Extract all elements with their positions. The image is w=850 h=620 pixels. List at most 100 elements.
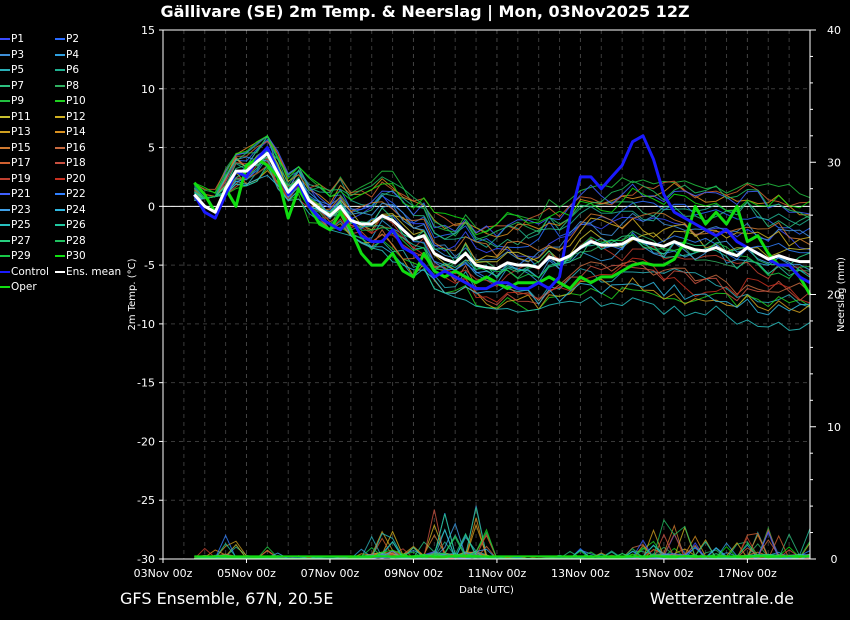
legend-label: P27 [11, 234, 31, 247]
legend-label: P29 [11, 250, 31, 262]
x-axis-label: Date (UTC) [459, 585, 514, 596]
legend-swatch [0, 224, 10, 226]
legend-label: P30 [66, 250, 86, 262]
legend-swatch [55, 100, 65, 102]
legend-item-p14: P14 [55, 126, 86, 139]
legend-swatch [55, 162, 65, 164]
member-precip-p14 [194, 517, 811, 560]
legend-label: P21 [11, 188, 31, 200]
legend-label: P15 [11, 141, 31, 154]
legend-item-p5: P5 [0, 64, 24, 77]
legend-item-p28: P28 [55, 235, 86, 248]
series-line-control [193, 134, 811, 291]
legend-item-p1: P1 [0, 33, 24, 46]
legend-label: P16 [66, 141, 86, 154]
member-precip-p25 [194, 532, 811, 560]
member-precip-p5 [194, 531, 811, 560]
legend-item-p19: P19 [0, 173, 31, 186]
legend-item-p20: P20 [55, 173, 86, 186]
legend-label: P6 [66, 64, 80, 76]
y2-tick-label: 20 [827, 289, 841, 302]
member-line-p14 [193, 135, 810, 238]
legend-item-p11: P11 [0, 111, 31, 124]
member-precip-p28 [194, 518, 811, 560]
member-line-p27 [194, 155, 811, 278]
legend-swatch [0, 53, 10, 56]
member-line-p30 [194, 135, 811, 236]
y-tick-label: -20 [137, 435, 155, 448]
legend-swatch [55, 239, 65, 242]
legend-label: P25 [11, 219, 31, 231]
legend-item-p25: P25 [0, 219, 31, 232]
member-precip-p29 [194, 531, 811, 560]
y-axis-label: 2m Temp. (°C) [127, 258, 138, 330]
legend-swatch [0, 131, 10, 133]
y-tick-label: -5 [144, 259, 155, 272]
legend-swatch [55, 255, 65, 257]
legend-item-p26: P26 [55, 219, 86, 232]
legend-item-p23: P23 [0, 204, 31, 217]
legend-swatch [55, 224, 65, 226]
member-line-p25 [194, 163, 811, 331]
legend-swatch [0, 193, 10, 195]
legend-label: P9 [11, 95, 25, 107]
legend-label: P8 [66, 79, 80, 92]
legend-item-p12: P12 [55, 111, 86, 124]
legend-swatch [0, 286, 10, 288]
legend-swatch [0, 255, 10, 257]
legend-swatch [55, 115, 65, 118]
legend-swatch [55, 69, 65, 71]
legend-label: P26 [66, 219, 86, 231]
legend-swatch [0, 146, 10, 149]
legend-label: P7 [11, 79, 25, 92]
legend-label: P10 [66, 95, 86, 107]
member-precip-p2 [194, 512, 811, 560]
footer-site: Wetterzentrale.de [649, 589, 794, 608]
legend-swatch [0, 84, 10, 87]
legend-label: P28 [66, 234, 86, 247]
legend-label: Ens. mean [66, 265, 122, 278]
legend-label: P1 [11, 33, 25, 45]
legend-label: P19 [11, 172, 31, 185]
legend-item-oper: Oper [0, 281, 37, 294]
axes: 15 10 5 0 -5 -10 -15 -20 -25 -30 40 30 20 10 0 03Nov 00… [127, 24, 847, 596]
legend-swatch [0, 100, 10, 102]
y-tick-label: 5 [148, 142, 155, 155]
legend-swatch [55, 38, 65, 40]
legend-label: P24 [66, 203, 86, 216]
legend-label: P14 [66, 126, 86, 138]
legend-swatch [0, 69, 10, 71]
legend-item-control: Control [0, 266, 49, 279]
member-precip-p21 [194, 531, 811, 560]
member-line-p20 [194, 164, 811, 304]
legend-swatch [0, 270, 10, 273]
legend-item-p22: P22 [55, 188, 86, 201]
x-tick-label: 13Nov 00z [551, 567, 610, 580]
legend-swatch [55, 53, 65, 56]
x-tick-label: 09Nov 00z [384, 567, 443, 580]
y-tick-label: -15 [137, 377, 155, 390]
member-precip-p9 [194, 526, 811, 560]
legend-swatch [55, 84, 65, 87]
legend-item-p24: P24 [55, 204, 86, 217]
legend-label: P2 [66, 33, 80, 45]
x-tick-label: 05Nov 00z [217, 567, 276, 580]
legend-item-p16: P16 [55, 142, 86, 155]
legend-swatch [0, 115, 10, 118]
main-lines [193, 134, 812, 558]
legend-item-p4: P4 [55, 49, 79, 62]
y-tick-label: -30 [137, 553, 155, 566]
legend-label: P5 [11, 64, 25, 76]
legend-swatch [55, 177, 65, 180]
legend-label: P20 [66, 172, 86, 185]
member-lines [193, 134, 811, 561]
x-tick-label: 17Nov 00z [718, 567, 777, 580]
legend-label: P23 [11, 203, 31, 216]
y2-tick-label: 10 [827, 421, 841, 434]
legend-swatch [55, 146, 65, 149]
legend-label: Oper [11, 281, 37, 293]
x-tick-label: 11Nov 00z [468, 567, 527, 580]
legend-item-p3: P3 [0, 49, 24, 62]
series-line-oper [193, 157, 812, 296]
